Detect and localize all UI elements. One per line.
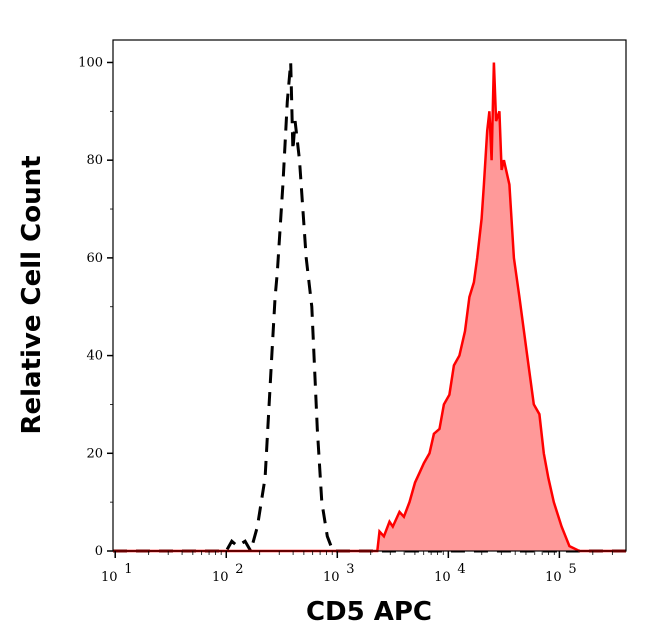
x-tick-label: 10 [212,570,229,585]
x-tick-exponent: 2 [235,562,243,577]
series-fill-1 [113,62,626,551]
y-tick-label: 0 [95,544,103,559]
x-tick-label: 10 [434,570,451,585]
series-line-1 [113,62,626,553]
x-tick-label: 10 [323,570,340,585]
y-tick-label: 80 [86,153,103,168]
y-tick-label: 40 [86,349,103,364]
x-tick-exponent: 5 [568,562,576,577]
y-tick-label: 60 [86,251,103,266]
x-tick-exponent: 4 [457,562,465,577]
y-tick-label: 20 [86,446,103,461]
x-axis-label: CD5 APC [306,597,432,627]
x-tick-label: 10 [545,570,562,585]
x-tick-exponent: 1 [124,562,132,577]
series-line-0 [113,62,626,555]
plot-frame [112,39,627,552]
x-tick-label: 10 [101,570,118,585]
y-tick-label: 100 [78,55,103,70]
y-axis-label: Relative Cell Count [17,155,47,434]
x-tick-exponent: 3 [346,562,354,577]
